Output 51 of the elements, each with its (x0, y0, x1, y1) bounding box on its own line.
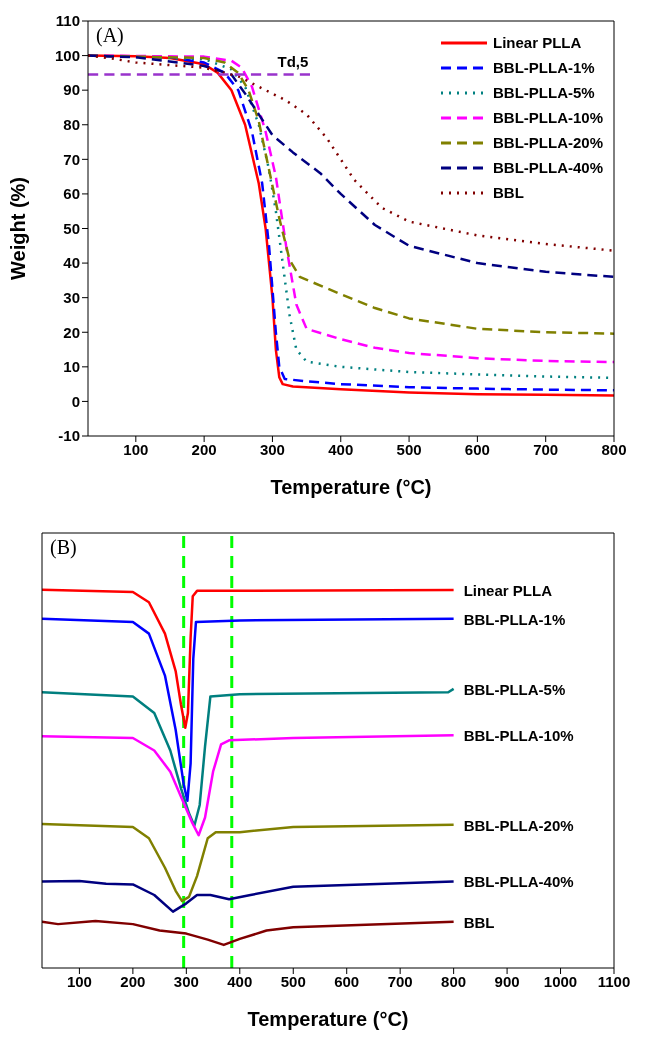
y-tick-label: 100 (54, 46, 80, 64)
x-tick-label: 300 (173, 972, 199, 990)
y-tick-label: 0 (71, 392, 80, 410)
legend-label: Linear PLLA (492, 34, 582, 51)
x-tick-label: 800 (601, 440, 627, 458)
annotation: Td,5 (277, 52, 309, 70)
x-tick-label: 700 (387, 972, 413, 990)
series-label: BBL-PLLA-10% (463, 727, 574, 745)
legend-label: BBL-PLLA-10% (492, 109, 603, 126)
x-tick-label: 200 (120, 972, 146, 990)
legend-label: BBL (492, 184, 524, 201)
legend-label: BBL-PLLA-5% (492, 84, 595, 101)
x-tick-label: 500 (280, 972, 306, 990)
x-axis-title: Temperature (°C) (270, 476, 432, 498)
legend-label: BBL-PLLA-40% (492, 159, 603, 176)
y-tick-label: 70 (63, 150, 80, 168)
series-label: BBL-PLLA-40% (463, 873, 574, 891)
x-tick-label: 600 (334, 972, 360, 990)
series-label: BBL-PLLA-20% (463, 816, 574, 834)
x-tick-label: 200 (191, 440, 217, 458)
y-axis-title: Weight (%) (7, 177, 30, 280)
series-label: BBL-PLLA-5% (463, 680, 566, 698)
x-tick-label: 1000 (543, 972, 578, 990)
legend-label: BBL-PLLA-20% (492, 134, 603, 151)
y-tick-label: -10 (58, 427, 80, 445)
text: (B) (50, 536, 77, 559)
x-tick-label: 900 (494, 972, 520, 990)
x-tick-label: 400 (227, 972, 253, 990)
x-tick-label: 300 (259, 440, 285, 458)
y-tick-label: 80 (63, 116, 80, 134)
x-tick-label: 1100 (597, 972, 631, 990)
legend-label: BBL-PLLA-1% (492, 59, 595, 76)
y-tick-label: 90 (63, 81, 80, 99)
y-tick-label: 30 (63, 288, 80, 306)
y-tick-label: 60 (63, 185, 80, 203)
x-tick-label: 500 (396, 440, 422, 458)
series-label: BBL-PLLA-1% (463, 610, 566, 628)
x-tick-label: 600 (464, 440, 490, 458)
series-label: BBL (463, 913, 495, 931)
y-tick-label: 10 (63, 358, 80, 376)
y-tick-label: 40 (63, 254, 80, 272)
y-tick-label: 50 (63, 219, 80, 237)
x-axis-title: Temperature (°C) (247, 1008, 409, 1030)
y-tick-label: 20 (63, 323, 80, 341)
x-tick-label: 100 (123, 440, 149, 458)
annotation: (A) (96, 24, 124, 47)
y-tick-label: 110 (55, 12, 80, 30)
series-label: Linear PLLA (463, 582, 553, 600)
x-tick-label: 400 (328, 440, 354, 458)
x-tick-label: 700 (533, 440, 559, 458)
x-tick-label: 800 (441, 972, 467, 990)
